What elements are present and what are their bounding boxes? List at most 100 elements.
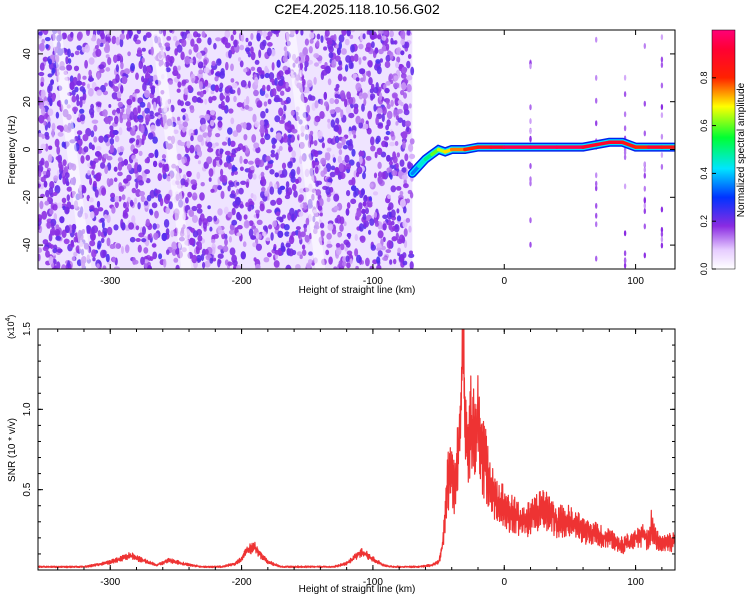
noise-dot (117, 161, 123, 171)
noise-dot (355, 265, 359, 269)
noise-dot (117, 101, 124, 108)
noise-dot (90, 211, 95, 219)
noise-dot (268, 72, 275, 80)
noise-dot (225, 95, 230, 103)
noise-dot (623, 230, 627, 237)
noise-dot (239, 44, 245, 51)
noise-dot (143, 247, 149, 254)
noise-dot (362, 213, 367, 221)
noise-dot (328, 52, 334, 59)
noise-dot (138, 117, 144, 123)
noise-dot (316, 33, 321, 40)
noise-dot (209, 257, 214, 264)
noise-dot (348, 179, 354, 186)
noise-dot (595, 120, 598, 127)
noise-dot (385, 54, 391, 62)
noise-dot (88, 69, 92, 77)
noise-dot (169, 59, 173, 67)
noise-dot (333, 205, 339, 211)
noise-dot (260, 171, 265, 177)
noise-dot (356, 254, 362, 264)
noise-dot (217, 116, 223, 121)
noise-dot (130, 63, 136, 72)
noise-dot (121, 30, 125, 35)
noise-dot (120, 61, 124, 70)
noise-dot (52, 247, 57, 254)
noise-dot (225, 61, 229, 71)
noise-dot (131, 187, 137, 194)
noise-dot (71, 95, 77, 103)
noise-dot (353, 106, 359, 115)
noise-dot (236, 188, 240, 195)
noise-dot (207, 141, 213, 149)
noise-dot (245, 37, 249, 43)
noise-dot (210, 109, 215, 116)
noise-dot (358, 43, 364, 50)
noise-dot (118, 195, 122, 202)
noise-dot (358, 150, 365, 157)
noise-dot (376, 135, 381, 143)
noise-dot (119, 33, 126, 40)
noise-dot (293, 190, 298, 198)
noise-dot (163, 30, 166, 37)
noise-dot (93, 136, 98, 143)
noise-dot (44, 200, 50, 206)
noise-dot (125, 201, 129, 209)
noise-dot (363, 98, 367, 106)
noise-dot (384, 141, 389, 148)
x-tick-label: 0 (501, 276, 507, 287)
colorbar-tick-label: 0.8 (699, 72, 709, 85)
noise-dot (39, 200, 44, 210)
noise-dot (336, 142, 343, 149)
noise-dot (179, 141, 185, 147)
noise-dot (371, 41, 375, 49)
noise-dot (295, 264, 301, 269)
noise-dot (143, 35, 147, 42)
noise-dot (104, 116, 110, 125)
noise-dot (386, 103, 391, 109)
noise-dot (105, 67, 111, 72)
noise-dot (220, 68, 225, 76)
noise-dot (396, 56, 401, 63)
noise-dot (339, 224, 344, 232)
noise-dot (109, 125, 114, 131)
noise-dot (406, 30, 411, 36)
noise-dot (258, 49, 262, 59)
noise-dot (236, 181, 240, 186)
noise-dot (377, 30, 384, 35)
noise-dot (89, 160, 94, 167)
noise-dot (390, 37, 394, 45)
noise-dot (196, 33, 201, 38)
noise-dot (386, 43, 390, 51)
noise-dot (368, 77, 373, 86)
noise-dot (88, 107, 95, 116)
noise-dot (329, 98, 335, 104)
noise-dot (343, 221, 347, 227)
noise-dot (317, 205, 323, 211)
noise-dot (328, 256, 333, 265)
noise-dot (660, 133, 664, 140)
noise-dot (228, 236, 232, 243)
noise-dot (313, 53, 320, 59)
noise-dot (401, 119, 406, 128)
noise-dot (338, 34, 345, 43)
noise-dot (135, 181, 139, 189)
noise-dot (386, 110, 393, 120)
noise-dot (61, 264, 67, 269)
noise-dot (313, 76, 317, 85)
noise-dot (299, 62, 303, 70)
noise-dot (228, 229, 235, 235)
noise-dot (377, 230, 384, 239)
noise-dot (377, 177, 383, 185)
noise-dot (330, 165, 336, 171)
noise-dot (260, 74, 265, 79)
noise-dot (285, 242, 291, 248)
noise-dot (391, 220, 395, 226)
noise-dot (338, 41, 342, 50)
noise-dot (98, 64, 105, 70)
noise-dot (327, 78, 332, 86)
noise-dot (346, 233, 352, 238)
noise-dot (334, 98, 340, 105)
noise-dot (38, 253, 41, 262)
noise-dot (370, 244, 376, 251)
